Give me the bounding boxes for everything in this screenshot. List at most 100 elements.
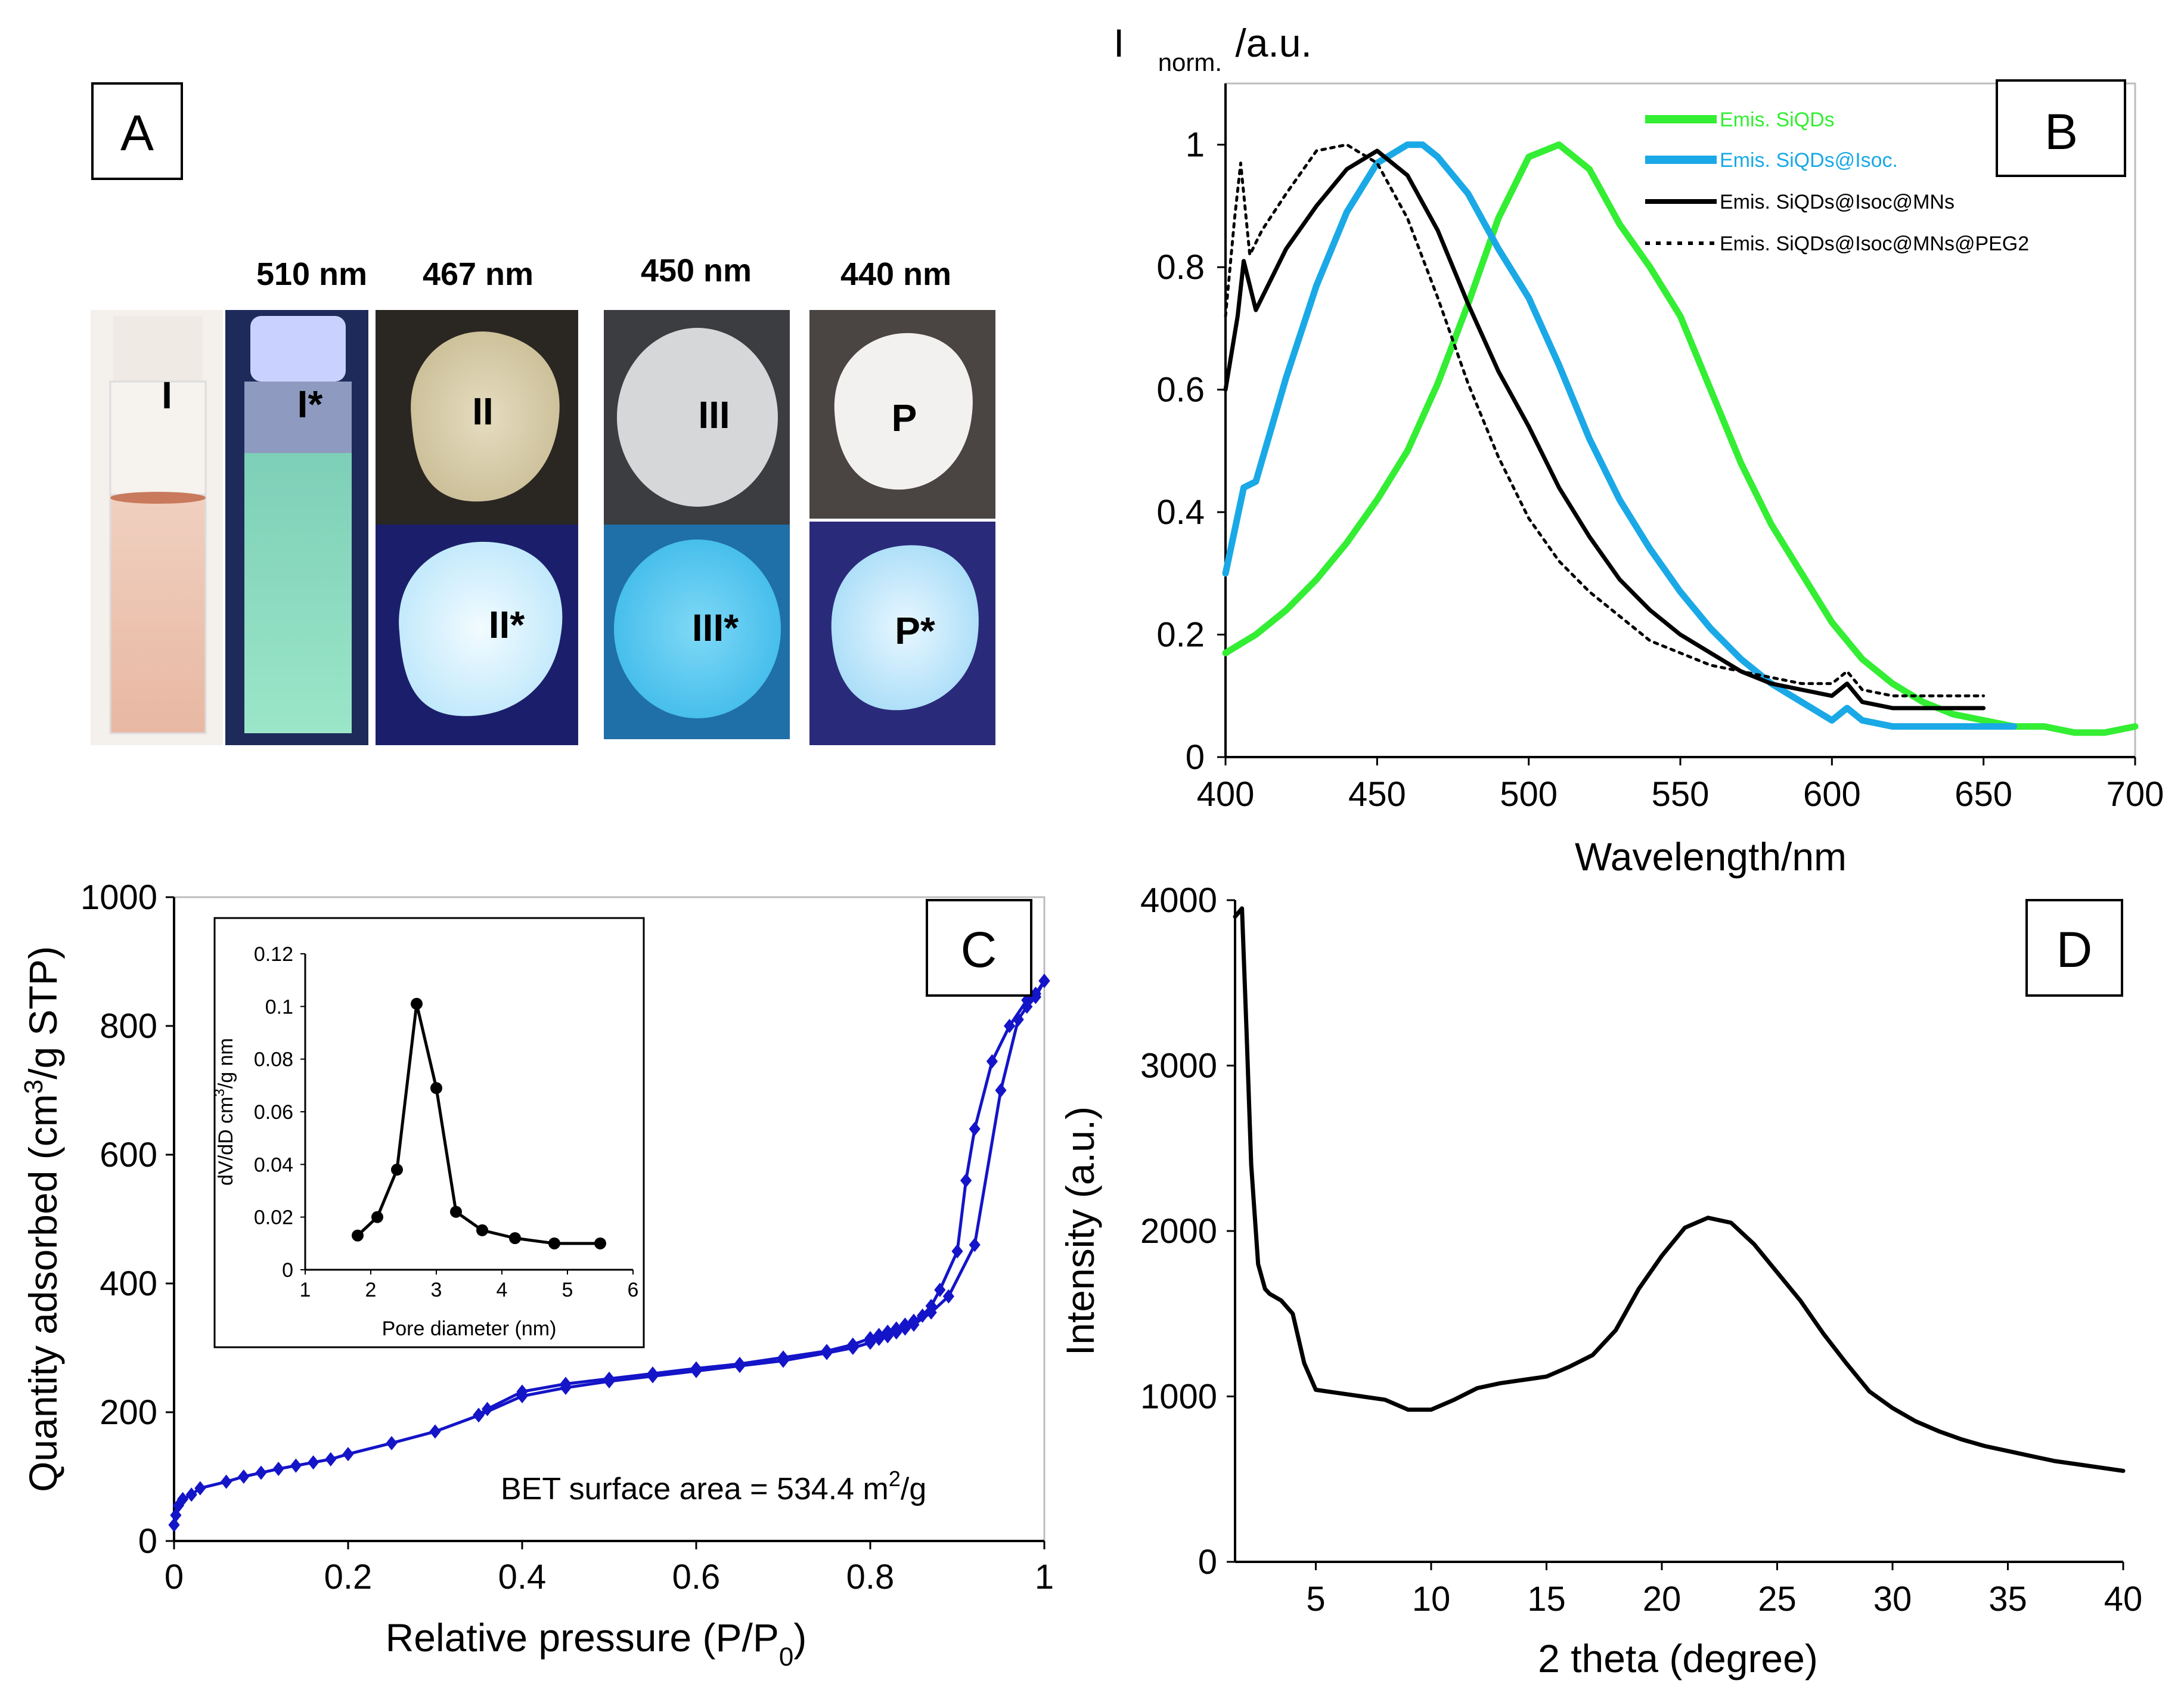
y-tick-label: 0.1: [265, 996, 293, 1018]
svg-text:III*: III*: [692, 606, 739, 649]
panel-a: A 510 nm 467 nm 450 nm 440 nm I I* II: [91, 82, 995, 745]
data-point: [473, 1407, 485, 1422]
ylabel-c: Quantity adsorbed (cm3/g STP): [19, 946, 65, 1492]
data-point: [734, 1357, 746, 1371]
x-tick-label: 0.8: [846, 1558, 895, 1596]
series-line-3: [1224, 143, 1986, 697]
data-point: [594, 1237, 606, 1249]
data-point: [864, 1331, 876, 1345]
y-tick-label: 1: [1186, 126, 1205, 165]
y-tick-label: 0.8: [1156, 248, 1205, 287]
photo-powder-p-star: P*: [809, 522, 995, 745]
x-tick-label: 3: [431, 1279, 442, 1301]
x-tick-label: 4: [497, 1279, 508, 1301]
data-point: [942, 1289, 954, 1304]
ylabel-b: I norm. /a.u.: [1113, 21, 1312, 79]
photo-powder-ii: II: [376, 310, 578, 525]
data-point: [986, 1054, 998, 1069]
x-tick-label: 400: [1197, 775, 1255, 814]
data-point: [891, 1321, 902, 1336]
x-tick-label: 35: [1988, 1580, 2027, 1618]
y-tick-label: 400: [100, 1264, 157, 1303]
y-tick-label: 0: [1186, 738, 1205, 777]
y-tick-label: 1000: [1140, 1378, 1217, 1416]
series-line-1: [1222, 141, 2018, 730]
data-point: [847, 1337, 859, 1352]
y-tick-label: 0.02: [254, 1207, 293, 1229]
data-point: [873, 1328, 885, 1342]
x-tick-label: 5: [1306, 1580, 1325, 1618]
data-point: [925, 1298, 937, 1313]
data-point: [194, 1481, 206, 1496]
data-point: [429, 1424, 441, 1439]
panel-a-letter: A: [120, 105, 154, 161]
data-point: [290, 1458, 302, 1473]
y-tick-label: 600: [100, 1136, 157, 1174]
panel-b: 400 450 500 550 600 650 700 0 0.2 0.4 0.6 0.8 1 I no…: [1113, 21, 2164, 879]
photo-cuvette-i: I: [91, 310, 223, 745]
y-tick-label: 2000: [1140, 1212, 1217, 1251]
wavelength-label-450: 450 nm: [641, 253, 752, 289]
panel-a-letter-box: [91, 82, 183, 180]
data-point: [430, 1082, 442, 1094]
data-point: [560, 1376, 572, 1391]
legend-b-entry-1: Emis. SiQDs@Isoc.: [1720, 149, 1898, 172]
data-point: [476, 1224, 488, 1236]
data-point: [255, 1465, 267, 1480]
svg-text:I: I: [162, 374, 172, 417]
data-point: [1038, 973, 1050, 988]
data-point: [238, 1469, 250, 1484]
y-tick-label: 800: [100, 1007, 157, 1046]
svg-text:P: P: [892, 396, 917, 439]
data-point: [908, 1313, 920, 1328]
data-point: [951, 1244, 963, 1258]
x-tick-label: 1: [300, 1279, 311, 1301]
x-tick-label: 600: [1803, 775, 1861, 814]
data-point: [272, 1462, 284, 1477]
svg-text:III: III: [698, 393, 730, 436]
xlabel-c: Relative pressure (P/P0): [386, 1616, 807, 1672]
y-tick-label: 3000: [1140, 1047, 1217, 1086]
y-tick-label: 0: [1198, 1543, 1217, 1582]
legend-b-entry-2: Emis. SiQDs@Isoc@MNs: [1720, 191, 1955, 213]
photo-powder-iii-star: III*: [604, 525, 790, 739]
data-point: [647, 1366, 659, 1381]
y-tick-label: 0.08: [254, 1049, 293, 1071]
data-point: [509, 1232, 521, 1244]
data-point: [516, 1384, 528, 1399]
data-point: [482, 1401, 494, 1416]
x-tick-label: 20: [1643, 1580, 1682, 1618]
photo-cuvette-i-star: I*: [225, 310, 368, 745]
wavelength-label-440: 440 nm: [840, 256, 951, 292]
y-tick-label: 0.4: [1156, 493, 1205, 532]
panel-c-letter: C: [961, 922, 997, 978]
y-tick-label: 0.2: [1156, 616, 1205, 655]
x-tick-label: 30: [1873, 1580, 1912, 1618]
xlabel-d: 2 theta (degree): [1538, 1636, 1818, 1680]
x-tick-label: 0.6: [672, 1558, 721, 1596]
y-tick-label: 4000: [1140, 881, 1217, 920]
ylabel-d: Intensity (a.u.): [1058, 1106, 1102, 1356]
x-tick-label: 1: [1035, 1558, 1054, 1596]
y-tick-label: 200: [100, 1393, 157, 1432]
inset-ylabel: dV/dD cm3/g nm: [212, 1038, 237, 1186]
x-tick-label: 10: [1412, 1580, 1451, 1618]
panel-c-letter-box: [926, 899, 1032, 997]
photo-powder-p: P: [809, 310, 995, 519]
svg-text:P*: P*: [895, 609, 935, 652]
x-tick-label: 550: [1652, 775, 1710, 814]
data-point: [391, 1164, 403, 1176]
bet-annotation: BET surface area = 534.4 m2/g: [501, 1466, 926, 1506]
legend-b: Emis. SiQDs Emis. SiQDs@Isoc. Emis. SiQD…: [1645, 108, 2029, 255]
photo-powder-ii-star: II*: [376, 525, 578, 745]
inset-pore-size: 1 2 3 4 5 6 0 0.02 0.04 0.06 0.08 0.1 0.12 Pore diam…: [212, 917, 645, 1348]
series-line-0: [1233, 906, 2126, 1473]
panel-b-letter-box: [1996, 79, 2126, 177]
x-tick-label: 450: [1348, 775, 1406, 814]
panel-d-letter: D: [2056, 922, 2093, 978]
y-tick-label: 0.12: [254, 943, 293, 966]
data-point: [917, 1308, 929, 1323]
y-tick-label: 0.06: [254, 1101, 293, 1124]
x-tick-label: 6: [628, 1279, 639, 1301]
